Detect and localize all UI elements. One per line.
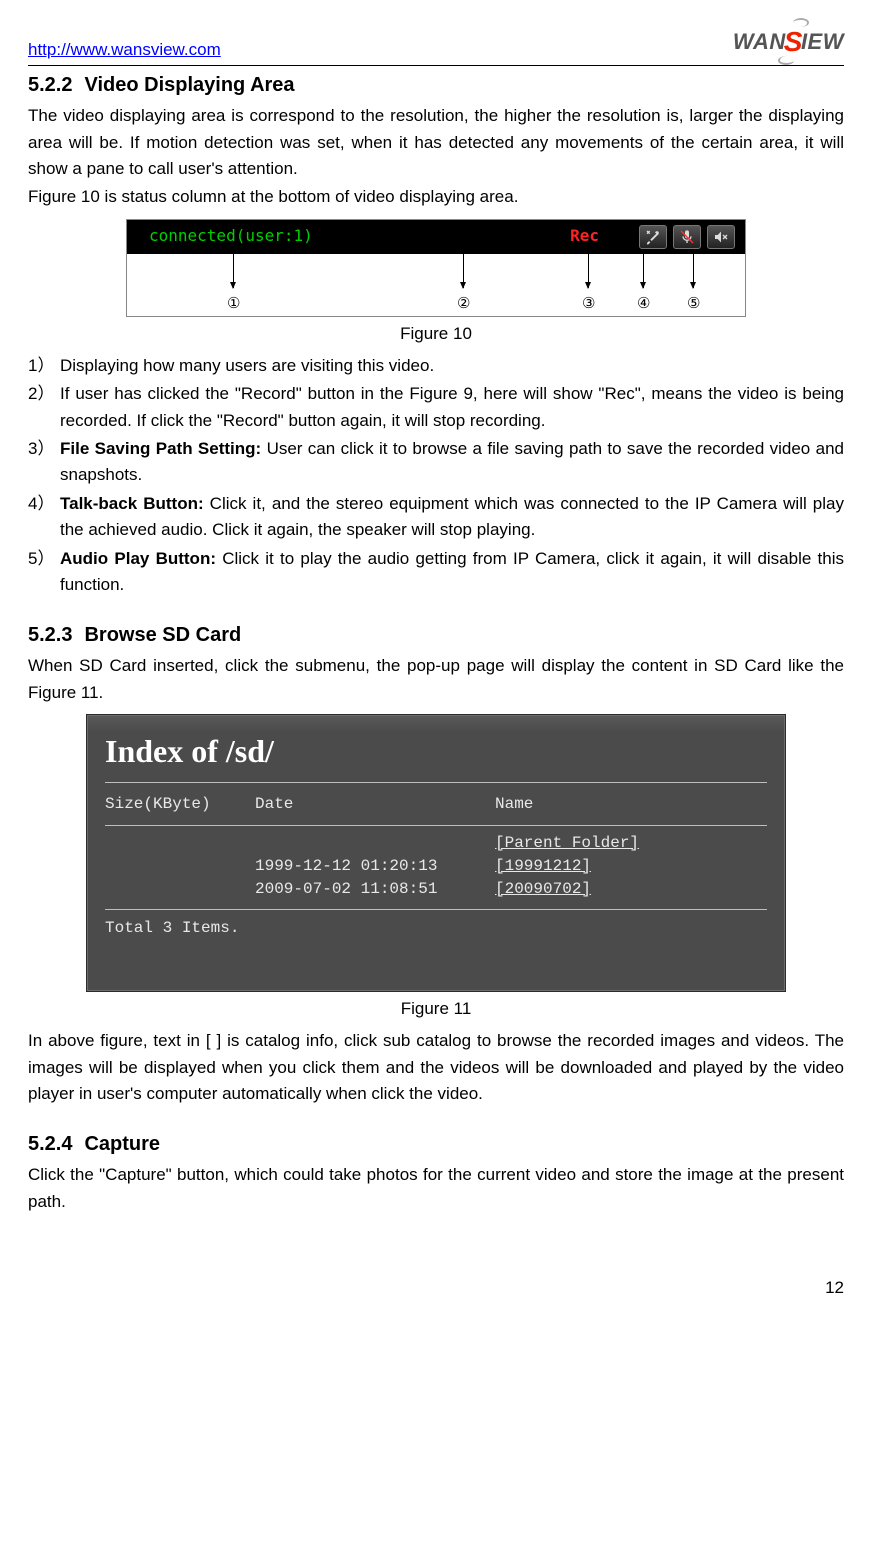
sd-col-size: Size(KByte): [105, 793, 255, 816]
page-header: http://www.wansview.com WAN S IEW: [28, 20, 844, 63]
list-item: 3）File Saving Path Setting: User can cli…: [28, 436, 844, 489]
sd-cell-date: [255, 832, 495, 855]
speaker-mute-icon[interactable]: [707, 225, 735, 249]
sd-index-title: Index of /sd/: [105, 727, 767, 777]
status-icon-group: [639, 225, 735, 249]
list-item: 5）Audio Play Button: Click it to play th…: [28, 546, 844, 599]
section-522-title-text: Video Displaying Area: [84, 74, 294, 96]
section-523-title-text: Browse SD Card: [84, 624, 241, 646]
sd-cell-name[interactable]: [Parent Folder]: [495, 832, 767, 855]
logo-text-s: S: [784, 20, 803, 63]
list-content: If user has clicked the "Record" button …: [60, 381, 844, 434]
sd-cell-date: 1999-12-12 01:20:13: [255, 855, 495, 878]
section-522-number: 5.2.2: [28, 74, 72, 96]
figure-10-arrow: ①: [227, 254, 240, 315]
section-522-list: 1）Displaying how many users are visiting…: [28, 353, 844, 598]
figure-10-frame: connected(user:1) Rec ①②③④⑤: [126, 219, 746, 317]
list-marker: 3）: [28, 436, 60, 489]
sd-folder-link[interactable]: [Parent Folder]: [495, 834, 639, 852]
sd-folder-link[interactable]: [19991212]: [495, 857, 591, 875]
list-content: Audio Play Button: Click it to play the …: [60, 546, 844, 599]
list-content: Talk-back Button: Click it, and the ster…: [60, 491, 844, 544]
sd-cell-size: [105, 855, 255, 878]
list-item: 2）If user has clicked the "Record" butto…: [28, 381, 844, 434]
figure-10: connected(user:1) Rec ①②③④⑤: [28, 219, 844, 317]
section-523-para: When SD Card inserted, click the submenu…: [28, 653, 844, 706]
sd-cell-size: [105, 878, 255, 901]
list-marker: 2）: [28, 381, 60, 434]
sd-rule-2: [105, 825, 767, 826]
brand-logo: WAN S IEW: [733, 20, 844, 63]
mic-mute-icon[interactable]: [673, 225, 701, 249]
sd-col-name: Name: [495, 793, 767, 816]
sd-cell-name[interactable]: [19991212]: [495, 855, 767, 878]
sd-cell-size: [105, 832, 255, 855]
sd-total: Total 3 Items.: [105, 916, 767, 941]
list-item: 4）Talk-back Button: Click it, and the st…: [28, 491, 844, 544]
figure-10-caption: Figure 10: [28, 321, 844, 347]
settings-icon[interactable]: [639, 225, 667, 249]
sd-column-headers: Size(KByte) Date Name: [105, 793, 767, 816]
logo-text-iew: IEW: [801, 25, 844, 59]
logo-text-wan: WAN: [733, 25, 786, 59]
section-522-para1: The video displaying area is correspond …: [28, 103, 844, 182]
page-number: 12: [28, 1275, 844, 1301]
list-marker: 5）: [28, 546, 60, 599]
figure-11-caption: Figure 11: [28, 996, 844, 1022]
sd-rows: [Parent Folder]1999-12-12 01:20:13[19991…: [105, 832, 767, 902]
sd-rule-1: [105, 782, 767, 783]
sd-cell-name[interactable]: [20090702]: [495, 878, 767, 901]
figure-10-arrow: ⑤: [687, 254, 700, 315]
section-524-para: Click the "Capture" button, which could …: [28, 1162, 844, 1215]
status-bar: connected(user:1) Rec: [127, 220, 745, 254]
section-523-number: 5.2.3: [28, 624, 72, 646]
list-item: 1）Displaying how many users are visiting…: [28, 353, 844, 379]
figure-11-para-after: In above figure, text in [ ] is catalog …: [28, 1028, 844, 1107]
figure-11: Index of /sd/ Size(KByte) Date Name [Par…: [86, 714, 786, 992]
section-524-number: 5.2.4: [28, 1133, 72, 1155]
status-connected-text: connected(user:1): [149, 224, 313, 249]
header-link[interactable]: http://www.wansview.com: [28, 37, 221, 63]
figure-10-arrow-row: ①②③④⑤: [127, 254, 745, 304]
sd-row: [Parent Folder]: [105, 832, 767, 855]
sd-row: 1999-12-12 01:20:13[19991212]: [105, 855, 767, 878]
section-522-para2: Figure 10 is status column at the bottom…: [28, 184, 844, 210]
section-523-title: 5.2.3 Browse SD Card: [28, 620, 844, 651]
sd-row: 2009-07-02 11:08:51[20090702]: [105, 878, 767, 901]
section-522-title: 5.2.2 Video Displaying Area: [28, 70, 844, 101]
list-content: Displaying how many users are visiting t…: [60, 353, 844, 379]
list-content: File Saving Path Setting: User can click…: [60, 436, 844, 489]
figure-10-arrow: ④: [637, 254, 650, 315]
sd-cell-date: 2009-07-02 11:08:51: [255, 878, 495, 901]
sd-folder-link[interactable]: [20090702]: [495, 880, 591, 898]
figure-10-arrow: ②: [457, 254, 470, 315]
section-524-title-text: Capture: [84, 1133, 160, 1155]
sd-col-date: Date: [255, 793, 495, 816]
figure-10-arrow: ③: [582, 254, 595, 315]
header-rule: [28, 65, 844, 66]
list-marker: 1）: [28, 353, 60, 379]
status-rec-text: Rec: [570, 224, 599, 249]
sd-rule-3: [105, 909, 767, 910]
list-marker: 4）: [28, 491, 60, 544]
section-524-title: 5.2.4 Capture: [28, 1129, 844, 1160]
